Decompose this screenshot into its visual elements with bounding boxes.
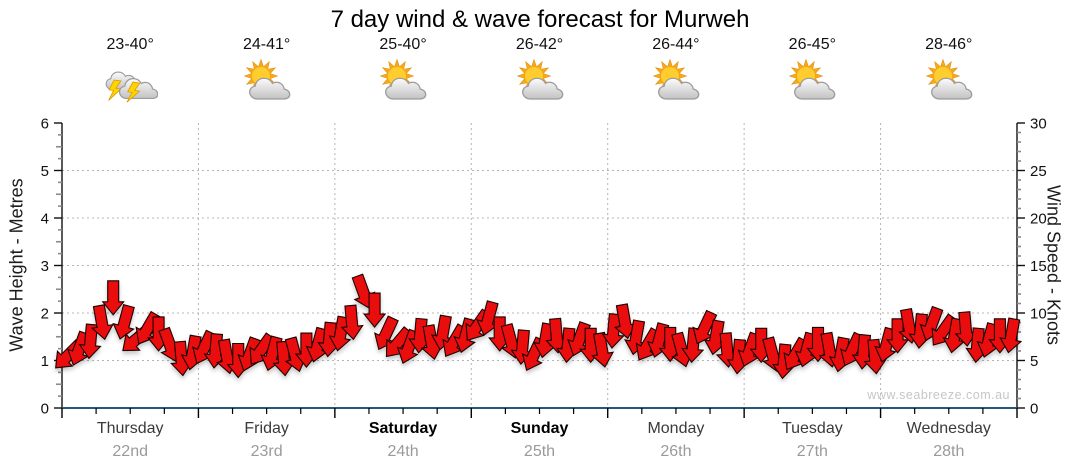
day-date-label: 27th [796, 443, 828, 460]
day-name-label: Friday [244, 420, 289, 437]
svg-text:20: 20 [1030, 210, 1047, 227]
day-name-label: Saturday [368, 420, 438, 437]
day-date-label: 22nd [112, 443, 148, 460]
partly-cloudy-icon [239, 58, 295, 111]
day-date-label: 25th [523, 443, 556, 460]
svg-text:5: 5 [1030, 353, 1038, 370]
temperature-range-label: 23-40° [106, 36, 154, 53]
svg-text:1: 1 [41, 353, 49, 370]
partly-cloudy-icon [784, 58, 840, 111]
temperature-range-label: 26-45° [788, 36, 836, 53]
day-forecast: 26-42° [480, 36, 600, 111]
day-forecast: 28-46° [889, 36, 1009, 111]
temperature-range-label: 26-44° [652, 36, 700, 53]
storm-icon [102, 58, 159, 111]
day-forecast: 24-41° [207, 36, 327, 111]
svg-text:3: 3 [41, 258, 49, 275]
svg-text:4: 4 [41, 210, 49, 227]
svg-text:6: 6 [41, 115, 49, 132]
temperature-range-label: 25-40° [379, 36, 427, 53]
svg-text:10: 10 [1030, 305, 1047, 322]
svg-text:0: 0 [41, 400, 49, 417]
day-forecast: 26-45° [752, 36, 872, 111]
watermark: www.seabreeze.com.au [867, 388, 1010, 402]
day-date-label: 24th [387, 443, 419, 460]
partly-cloudy-icon [921, 58, 977, 111]
day-date-label: 28th [933, 443, 965, 460]
day-name-label: Monday [647, 420, 705, 437]
svg-text:30: 30 [1030, 115, 1047, 132]
temperature-range-label: 28-46° [925, 36, 973, 53]
svg-text:0: 0 [1030, 400, 1038, 417]
day-name-label: Thursday [96, 420, 164, 437]
day-forecast: 26-44° [616, 36, 736, 111]
day-name-label: Wednesday [906, 420, 991, 437]
svg-text:25: 25 [1030, 163, 1047, 180]
page-title: 7 day wind & wave forecast for Murweh [330, 6, 750, 33]
day-forecast: 25-40° [343, 36, 463, 111]
partly-cloudy-icon [512, 58, 568, 111]
day-date-label: 23rd [250, 443, 283, 460]
partly-cloudy-icon [648, 58, 704, 111]
temperature-range-label: 26-42° [515, 36, 564, 53]
svg-text:2: 2 [41, 305, 49, 322]
day-name-label: Tuesday [781, 420, 843, 437]
partly-cloudy-icon [375, 58, 431, 111]
svg-text:5: 5 [41, 163, 49, 180]
day-date-label: 26th [660, 443, 692, 460]
temperature-range-label: 24-41° [242, 36, 291, 53]
day-name-label: Sunday [510, 420, 569, 437]
svg-text:15: 15 [1030, 258, 1047, 275]
day-forecast: 23-40° [70, 36, 190, 111]
